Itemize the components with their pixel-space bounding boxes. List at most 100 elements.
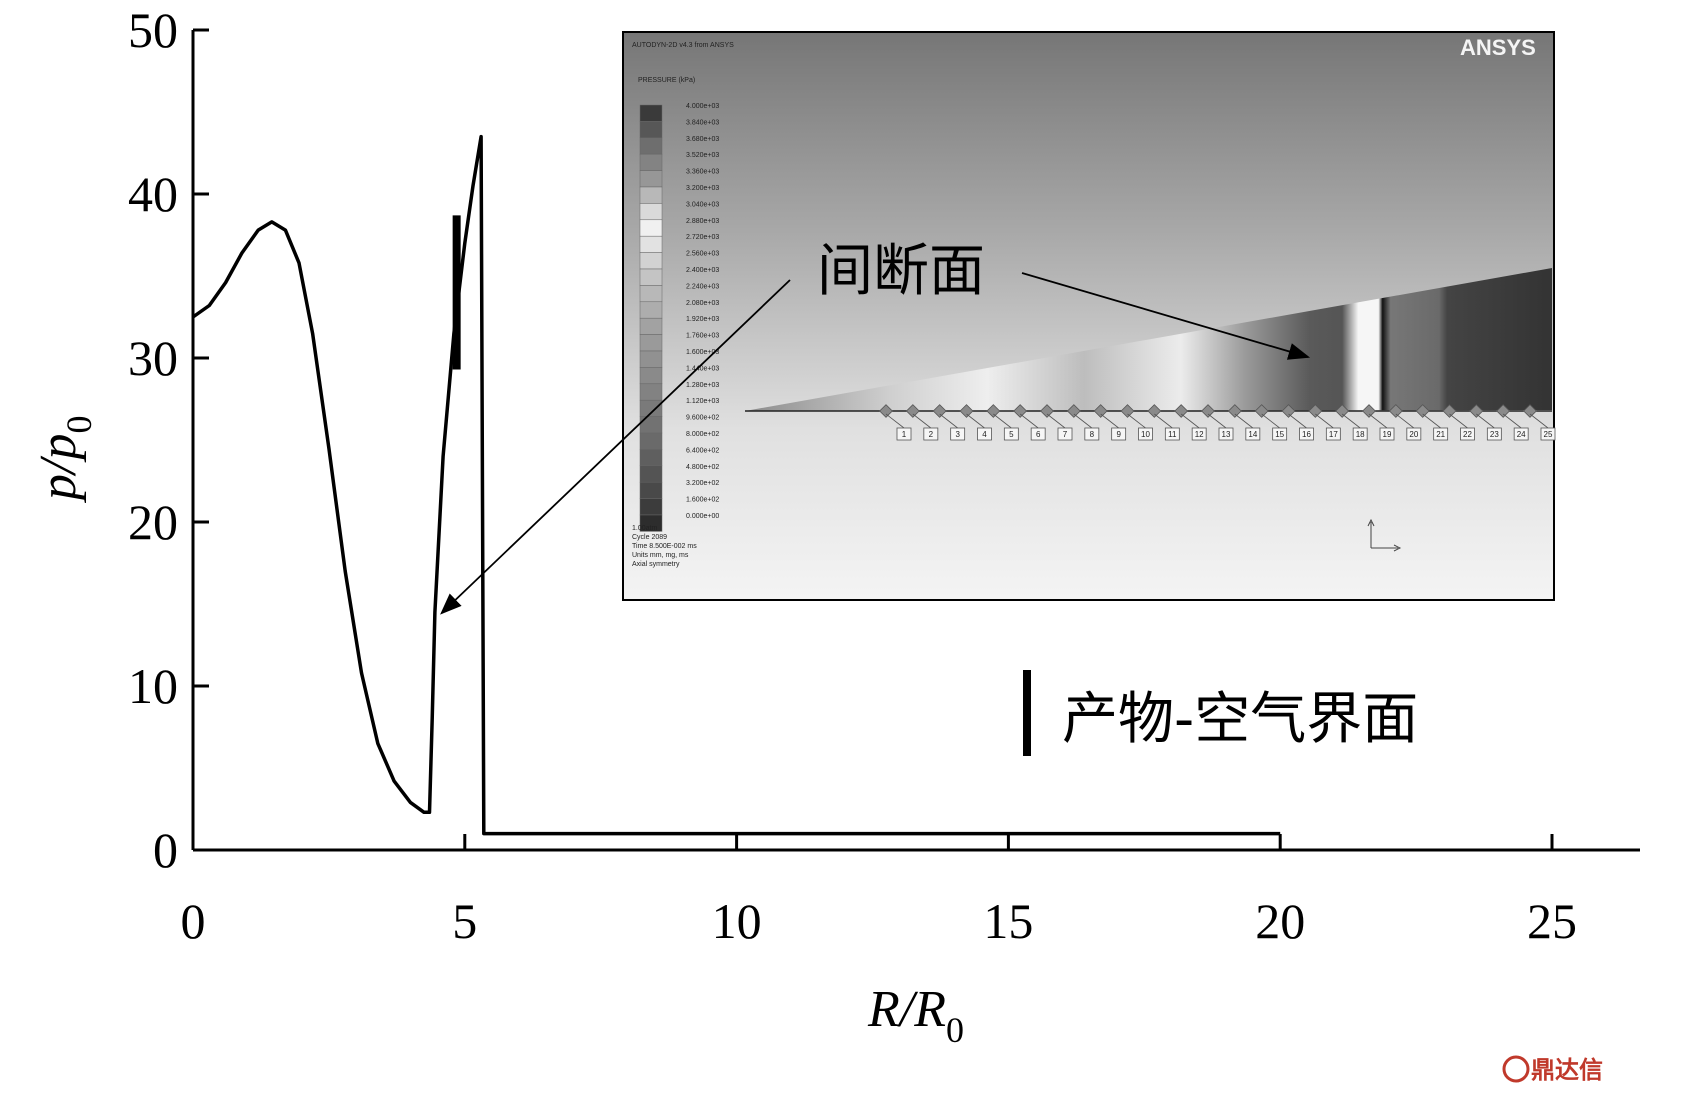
y-axis-title-sub: 0 bbox=[59, 416, 99, 434]
gauge-node-box bbox=[1138, 427, 1153, 441]
y-tick-label: 40 bbox=[128, 166, 178, 222]
inset-color-legend: 4.000e+03 3.840e+03 3.680e+03 3.520e+03 3.36… bbox=[639, 103, 719, 532]
gauge-node-marker bbox=[1442, 404, 1457, 418]
inset-axes-triad bbox=[1367, 518, 1402, 552]
gauge-node-label: 23 bbox=[1490, 430, 1499, 439]
legend-value: 1.920e+03 bbox=[686, 316, 719, 323]
inset-info-line: Units mm, mg, ms bbox=[632, 552, 689, 559]
legend-color-swatch bbox=[639, 383, 663, 401]
watermark-text: 鼎达信 bbox=[1531, 1056, 1603, 1084]
gauge-node-marker bbox=[1281, 404, 1296, 418]
gauge-node-box bbox=[1030, 427, 1046, 441]
annotation-arrow-to-inset bbox=[1021, 272, 1311, 360]
gauge-node-marker bbox=[1523, 404, 1537, 418]
gauge-node-marker bbox=[1147, 404, 1162, 418]
gauge-node-label: 10 bbox=[1141, 430, 1150, 439]
gauge-node-label: 8 bbox=[1090, 430, 1095, 439]
gauge-node-box bbox=[1460, 427, 1475, 441]
gauge-node-marker bbox=[1415, 404, 1430, 418]
x-tick-label: 10 bbox=[712, 893, 762, 949]
pressure-wedge bbox=[745, 268, 1552, 411]
y-tick-label: 50 bbox=[128, 2, 178, 58]
gauge-node-marker bbox=[1093, 404, 1108, 418]
legend-value: 0.000e+00 bbox=[686, 513, 719, 520]
gauge-node-label: 25 bbox=[1544, 430, 1553, 439]
gauge-node-label: 22 bbox=[1463, 430, 1472, 439]
gauge-node-marker bbox=[1308, 404, 1323, 418]
gauge-node-marker bbox=[1496, 404, 1511, 418]
legend-color-swatch bbox=[639, 104, 663, 122]
legend-color-swatch bbox=[639, 121, 663, 139]
gauge-node-label: 4 bbox=[982, 430, 987, 439]
inset-info-line: 1.00atm bbox=[632, 525, 657, 532]
legend-color-swatch bbox=[639, 367, 663, 385]
legend-value: 2.880e+03 bbox=[686, 218, 719, 225]
gauge-node-box bbox=[923, 427, 939, 441]
gauge-node-marker bbox=[1388, 404, 1403, 418]
legend-value: 1.600e+02 bbox=[686, 497, 719, 504]
legend-value: 3.200e+03 bbox=[686, 185, 719, 192]
gauge-node-label: 3 bbox=[955, 430, 960, 439]
legend-value: 3.520e+03 bbox=[686, 152, 719, 159]
y-ticks: 0 10 20 30 40 50 bbox=[128, 2, 209, 878]
gauge-node-leader bbox=[1315, 413, 1334, 429]
y-tick-label: 10 bbox=[128, 658, 178, 714]
legend-value: 3.040e+03 bbox=[686, 201, 719, 208]
gauge-node-label: 14 bbox=[1248, 430, 1257, 439]
y-tick-label: 20 bbox=[128, 494, 178, 550]
gauge-node-box bbox=[1379, 427, 1395, 441]
gauge-node-label: 11 bbox=[1168, 430, 1177, 439]
x-ticks: 0 5 10 15 20 25 bbox=[181, 834, 1577, 949]
gauge-node-marker bbox=[959, 404, 974, 418]
legend-color-swatch bbox=[639, 170, 663, 188]
gauge-node-box bbox=[1084, 427, 1100, 441]
gauge-node-leader bbox=[993, 413, 1012, 429]
gauge-node-label: 12 bbox=[1195, 430, 1204, 439]
watermark-logo-icon bbox=[1502, 1055, 1530, 1083]
legend-value: 6.400e+02 bbox=[686, 447, 719, 454]
gauge-node-label: 2 bbox=[929, 430, 934, 439]
legend-color-swatch bbox=[639, 481, 663, 499]
gauge-node-leader bbox=[1395, 413, 1415, 429]
inset-simulation-image: AUTODYN-2D v4.3 from ANSYS ANSYS PRESSUR… bbox=[622, 31, 1556, 601]
legend-color-swatch bbox=[639, 153, 663, 171]
inset-logo: ANSYS bbox=[1460, 35, 1536, 60]
annotation-label: 间断面 bbox=[817, 239, 985, 304]
gauge-node-marker bbox=[905, 404, 920, 418]
legend-color-swatch bbox=[639, 317, 663, 335]
gauge-node-box bbox=[1003, 427, 1019, 441]
legend-color-swatch bbox=[639, 465, 663, 483]
gauge-node-marker bbox=[1335, 404, 1350, 418]
x-axis-title: R/R0 bbox=[867, 981, 964, 1050]
gauge-node-leader bbox=[1207, 413, 1227, 429]
gauge-node-box bbox=[1191, 427, 1207, 441]
x-tick-label: 15 bbox=[983, 893, 1033, 949]
legend-label: 产物-空气界面 bbox=[1062, 687, 1418, 752]
legend-color-swatch bbox=[639, 235, 663, 253]
gauge-node-label: 5 bbox=[1009, 430, 1014, 439]
gauge-node-marker bbox=[1174, 404, 1189, 418]
legend-color-swatch bbox=[639, 449, 663, 467]
gauge-node-label: 19 bbox=[1383, 430, 1392, 439]
gauge-node-leader bbox=[1288, 413, 1307, 429]
x-tick-label: 5 bbox=[452, 893, 477, 949]
gauge-node-leader bbox=[1046, 413, 1066, 429]
gauge-node-marker bbox=[1362, 404, 1376, 418]
legend-value: 4.800e+02 bbox=[686, 464, 719, 471]
gauge-node-box bbox=[1299, 427, 1314, 441]
gauge-node-label: 7 bbox=[1063, 430, 1068, 439]
gauge-node-marker bbox=[1066, 404, 1081, 418]
legend-color-swatch bbox=[639, 498, 663, 516]
gauge-node-leader bbox=[1154, 413, 1173, 429]
legend-value: 9.600e+02 bbox=[686, 415, 719, 422]
legend-value: 1.280e+03 bbox=[686, 382, 719, 389]
pressure-curve bbox=[191, 134, 1281, 836]
gauge-node-box bbox=[1218, 427, 1234, 441]
gauge-node-leader bbox=[912, 413, 932, 429]
gauge-node-label: 17 bbox=[1329, 430, 1338, 439]
gauge-node-marker bbox=[1040, 404, 1054, 418]
gauge-node-leader bbox=[885, 413, 905, 429]
gauge-node-leader bbox=[1529, 413, 1549, 429]
gauge-node-marker bbox=[1469, 404, 1484, 418]
